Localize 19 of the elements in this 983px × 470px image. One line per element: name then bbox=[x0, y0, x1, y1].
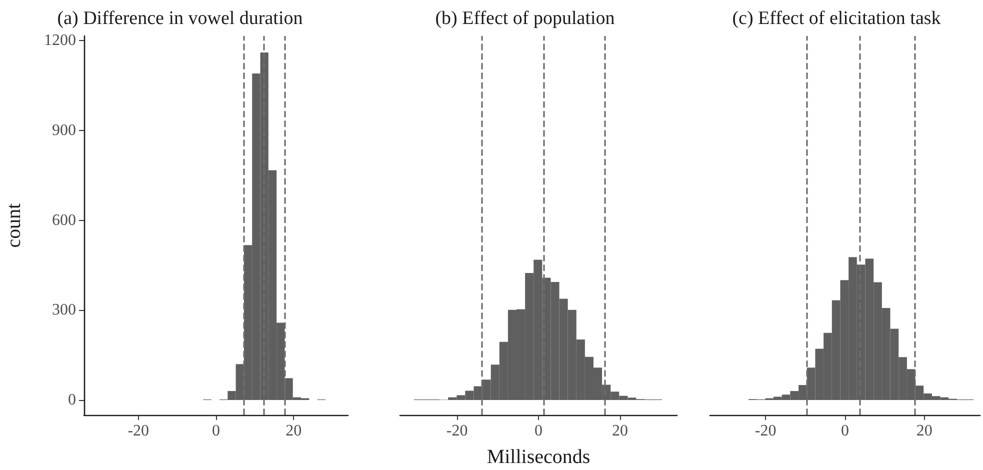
x-tick-label: 20 bbox=[286, 422, 302, 440]
x-tick-label: 0 bbox=[841, 422, 849, 440]
x-tick-label: 20 bbox=[916, 422, 932, 440]
chart-title: (a) Difference in vowel duration bbox=[57, 8, 304, 29]
x-axis-title: Milliseconds bbox=[486, 446, 590, 468]
y-tick-label: 1200 bbox=[44, 32, 76, 49]
y-axis-title: count bbox=[3, 202, 25, 248]
y-tick-label: 300 bbox=[52, 302, 76, 319]
x-tick-label: 0 bbox=[534, 422, 542, 440]
chart-title: (b) Effect of population bbox=[435, 8, 616, 29]
x-tick-label: -20 bbox=[128, 422, 150, 440]
x-tick-label: -20 bbox=[754, 422, 776, 440]
x-tick-label: 0 bbox=[212, 422, 220, 440]
x-tick-label: -20 bbox=[446, 422, 468, 440]
y-tick-label: 0 bbox=[68, 392, 76, 409]
chart-title: (c) Effect of elicitation task bbox=[732, 8, 942, 29]
x-tick-label: 20 bbox=[612, 422, 628, 440]
y-tick-label: 600 bbox=[52, 212, 76, 229]
y-tick-label: 900 bbox=[52, 122, 76, 139]
